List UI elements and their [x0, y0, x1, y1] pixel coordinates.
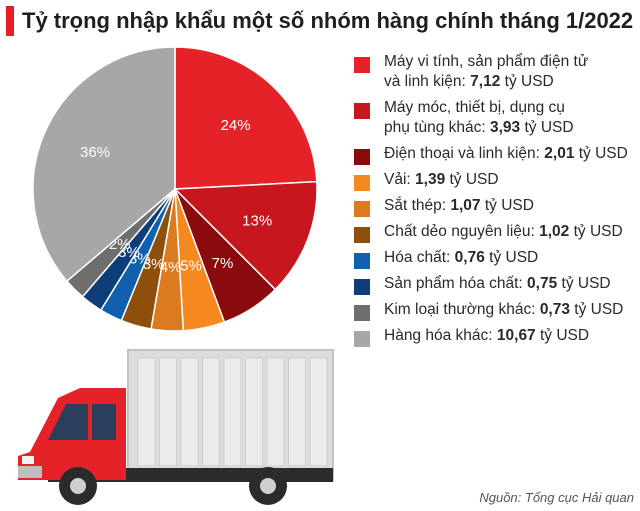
legend-value-2: 2,01	[544, 145, 575, 162]
legend-unit-1: tỷ USD	[520, 119, 574, 136]
legend-swatch-8	[354, 305, 370, 321]
truck-illustration	[18, 349, 334, 505]
legend-label-2-0: Điện thoại và linh kiện:	[384, 145, 545, 162]
legend-swatch-2	[354, 149, 370, 165]
chart-title: Tỷ trọng nhập khẩu một số nhóm hàng chín…	[22, 8, 634, 33]
pie-chart: 24%13%7%5%4%3%3%3%2%36%	[32, 46, 318, 332]
legend-label-0-1: và linh kiện:	[384, 73, 471, 90]
legend-label-5-0: Chất dẻo nguyên liệu:	[384, 223, 540, 240]
source-note: Nguồn: Tổng cục Hải quan	[479, 490, 634, 505]
legend-value-3: 1,39	[415, 171, 446, 188]
legend-unit-8: tỷ USD	[569, 301, 624, 318]
legend-unit-2: tỷ USD	[574, 145, 628, 162]
legend-unit-4: tỷ USD	[480, 197, 534, 214]
legend-label-4-0: Sắt thép:	[384, 197, 451, 214]
pie-label-3: 5%	[180, 257, 202, 274]
legend-swatch-3	[354, 175, 370, 191]
pie-label-0: 24%	[221, 117, 251, 134]
legend-unit-3: tỷ USD	[445, 171, 499, 188]
legend-swatch-7	[354, 279, 370, 295]
legend-item-6: Hóa chất: 0,76 tỷ USD	[354, 248, 638, 269]
legend-label-3-0: Vải:	[384, 171, 416, 188]
legend-item-0: Máy vi tính, sản phẩm điện tử và linh kiệ…	[354, 52, 638, 92]
pie-label-4: 4%	[160, 259, 182, 276]
legend-item-9: Hàng hóa khác: 10,67 tỷ USD	[354, 326, 638, 347]
legend-value-4: 1,07	[450, 197, 481, 214]
legend-item-8: Kim loại thường khác: 0,73 tỷ USD	[354, 300, 638, 321]
legend-unit-5: tỷ USD	[569, 223, 623, 240]
legend-item-4: Sắt thép: 1,07 tỷ USD	[354, 196, 638, 217]
title-bar: Tỷ trọng nhập khẩu một số nhóm hàng chín…	[6, 4, 633, 38]
legend-value-5: 1,02	[539, 223, 570, 240]
legend-label-1-1: phụ tùng khác:	[384, 119, 490, 136]
pie-label-5: 3%	[143, 256, 165, 273]
legend-swatch-0	[354, 57, 370, 73]
legend: Máy vi tính, sản phẩm điện tử và linh kiệ…	[354, 52, 638, 352]
legend-item-7: Sản phẩm hóa chất: 0,75 tỷ USD	[354, 274, 638, 295]
pie-label-2: 7%	[212, 255, 234, 272]
legend-value-8: 0,73	[539, 301, 570, 318]
legend-unit-7: tỷ USD	[557, 275, 611, 292]
legend-item-3: Vải: 1,39 tỷ USD	[354, 170, 638, 191]
legend-unit-0: tỷ USD	[500, 73, 554, 90]
legend-value-1: 3,93	[490, 119, 521, 136]
legend-item-1: Máy móc, thiết bị, dụng cụ phụ tùng khác:…	[354, 98, 638, 138]
title-accent-bar	[6, 6, 14, 36]
legend-value-9: 10,67	[496, 327, 536, 344]
legend-swatch-9	[354, 331, 370, 347]
pie-slice-9	[32, 46, 176, 283]
legend-swatch-5	[354, 227, 370, 243]
pie-label-9: 36%	[80, 144, 110, 161]
legend-item-5: Chất dẻo nguyên liệu: 1,02 tỷ USD	[354, 222, 638, 243]
legend-unit-9: tỷ USD	[535, 327, 590, 344]
legend-swatch-6	[354, 253, 370, 269]
pie-slice-0	[174, 46, 318, 190]
legend-swatch-4	[354, 201, 370, 217]
legend-swatch-1	[354, 103, 370, 119]
legend-label-6-0: Hóa chất:	[384, 249, 455, 266]
legend-label-7-0: Sản phẩm hóa chất:	[384, 275, 528, 292]
legend-value-6: 0,76	[454, 249, 485, 266]
legend-value-7: 0,75	[527, 275, 558, 292]
legend-label-0-0: Máy vi tính, sản phẩm điện tử	[384, 53, 589, 70]
pie-slice-1	[173, 180, 318, 291]
legend-label-1-0: Máy móc, thiết bị, dụng cụ	[384, 99, 565, 116]
pie-label-1: 13%	[242, 213, 272, 230]
legend-value-0: 7,12	[470, 73, 501, 90]
legend-label-9-0: Hàng hóa khác:	[384, 327, 497, 344]
legend-item-2: Điện thoại và linh kiện: 2,01 tỷ USD	[354, 144, 638, 165]
legend-label-8-0: Kim loại thường khác:	[384, 301, 540, 318]
legend-unit-6: tỷ USD	[484, 249, 539, 266]
